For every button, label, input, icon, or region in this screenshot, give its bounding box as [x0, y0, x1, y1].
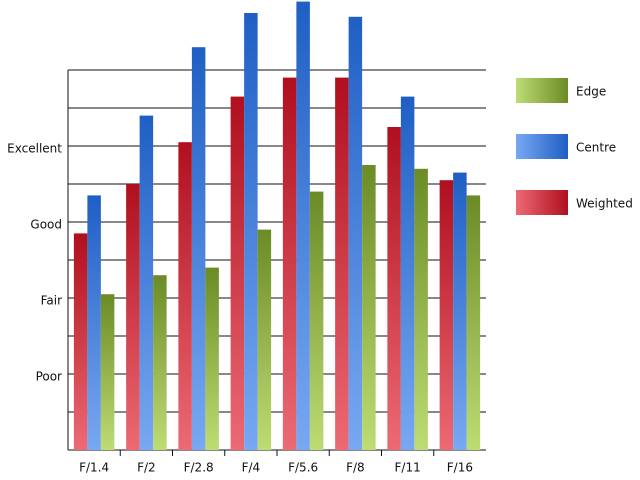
- bar: [126, 184, 140, 450]
- bar: [100, 294, 115, 450]
- bar: [309, 191, 324, 450]
- bar: [205, 267, 219, 450]
- bar: [362, 165, 376, 450]
- legend-swatch: [516, 78, 568, 103]
- x-tick-label: F/8: [346, 461, 365, 475]
- y-tick-label: Excellent: [7, 142, 62, 156]
- bar: [282, 77, 297, 450]
- bar: [439, 180, 454, 450]
- bar: [191, 47, 206, 450]
- y-tick-label: Fair: [41, 294, 62, 308]
- legend-label: Weighted: [576, 197, 633, 211]
- x-tick-label: F/4: [242, 461, 261, 475]
- bar: [453, 172, 467, 450]
- y-tick-label: Poor: [36, 370, 62, 384]
- bar: [414, 168, 428, 451]
- bar: [230, 96, 245, 450]
- bar: [139, 115, 154, 450]
- x-tick-label: F/1.4: [79, 461, 109, 475]
- bar: [466, 195, 481, 450]
- x-tick-label: F/5.6: [288, 461, 318, 475]
- legend-label: Edge: [576, 85, 606, 99]
- bar: [257, 229, 272, 450]
- y-tick-label: Good: [30, 218, 62, 232]
- bar: [178, 142, 192, 450]
- bar: [348, 16, 363, 451]
- bar: [73, 233, 88, 450]
- bar: [400, 96, 415, 450]
- legend-swatch: [516, 190, 568, 215]
- bar: [87, 195, 101, 450]
- x-tick-label: F/11: [395, 461, 421, 475]
- x-tick-label: F/16: [447, 461, 473, 475]
- x-tick-label: F/2: [137, 461, 156, 475]
- bar: [387, 127, 401, 450]
- x-tick-label: F/2.8: [184, 461, 214, 475]
- bar: [153, 275, 167, 450]
- legend-swatch: [516, 134, 568, 159]
- bar: [296, 1, 310, 450]
- bar: [244, 13, 258, 450]
- bar: [335, 77, 349, 450]
- legend-label: Centre: [576, 141, 616, 155]
